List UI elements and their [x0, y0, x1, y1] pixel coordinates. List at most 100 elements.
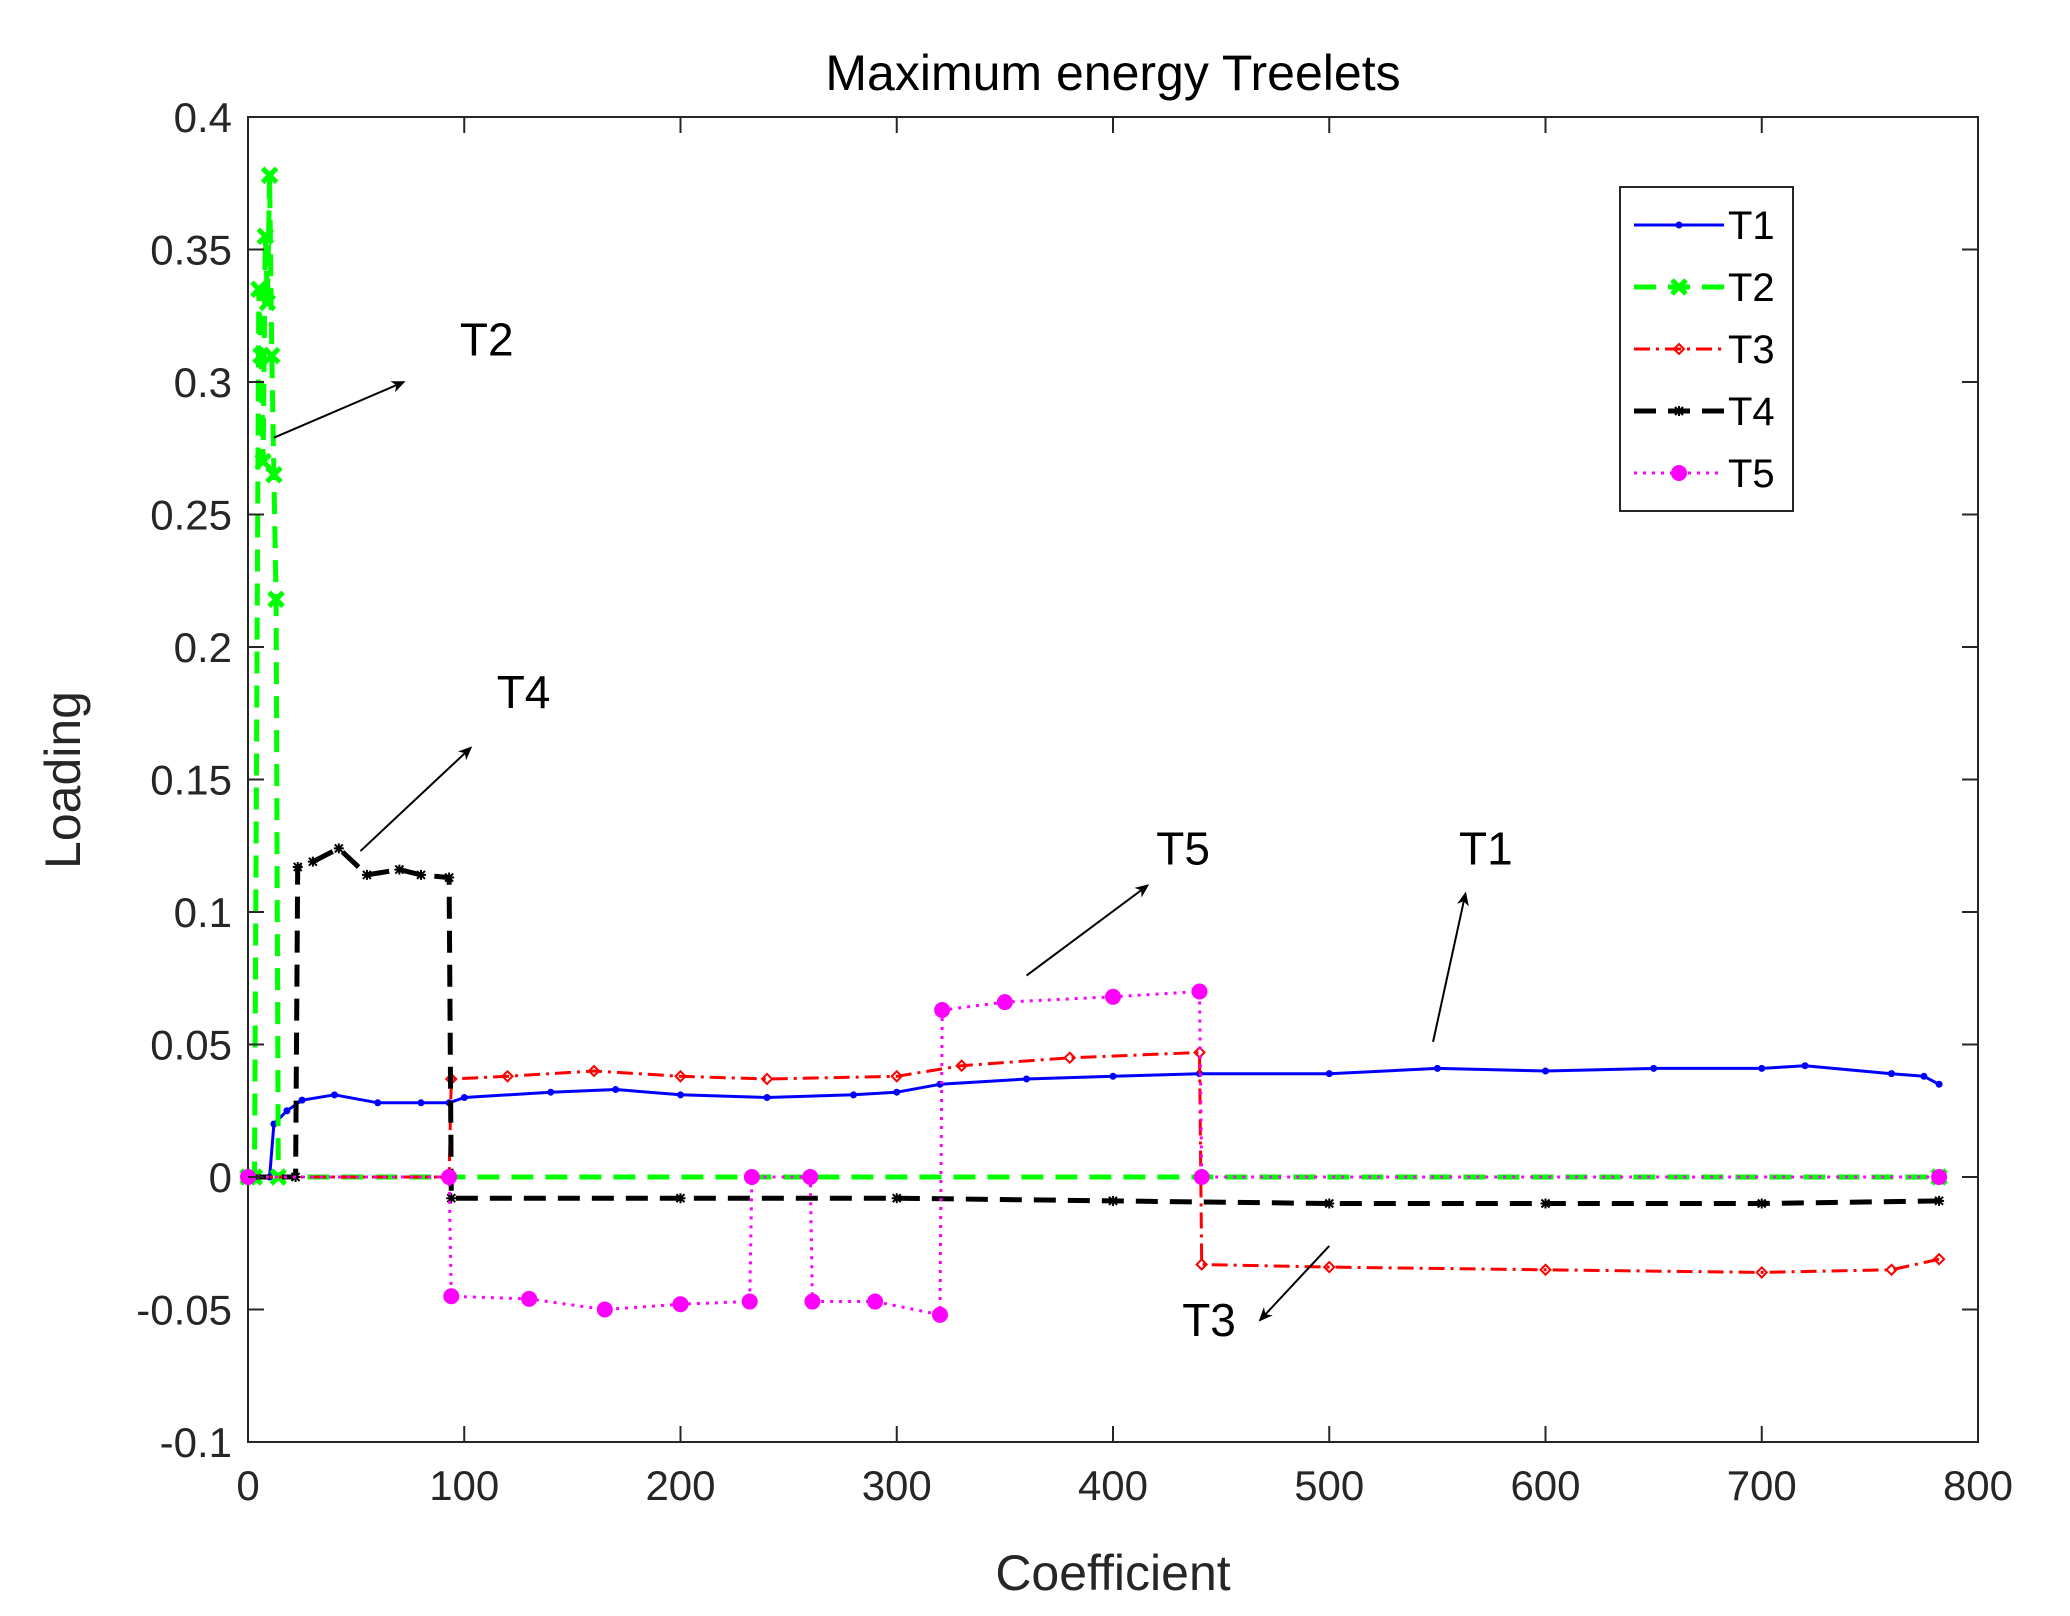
data-point-T1 [1325, 1070, 1333, 1078]
data-point-T1 [763, 1094, 771, 1101]
y-tick-label: 0 [209, 1154, 232, 1201]
data-point-T3 [955, 1059, 969, 1073]
data-point-T5 [1931, 1169, 1948, 1185]
annotation-label: T4 [497, 666, 551, 718]
data-point-T4 [1324, 1198, 1335, 1209]
data-point-T3 [587, 1064, 601, 1078]
data-point-T2 [267, 590, 285, 609]
data-point-T3 [501, 1069, 514, 1083]
data-point-T4 [891, 1193, 902, 1204]
legend-marker [1670, 278, 1688, 296]
data-point-T1 [1801, 1062, 1809, 1070]
data-point-T4 [292, 861, 303, 872]
data-point-T4 [361, 869, 372, 880]
axes-ticks: 0 100 200 300 400 500 600 700 800 -0.1 -0.05 0 0.05 0… [136, 94, 2013, 1509]
data-point-T1 [1650, 1064, 1658, 1072]
legend-marker [1675, 221, 1683, 229]
data-point-T1 [417, 1099, 425, 1107]
annotation-arrow [273, 381, 406, 439]
legend-entry-T2: T2 [1634, 266, 1775, 310]
y-tick-label: 0.15 [150, 757, 232, 804]
data-point-T5 [1105, 988, 1121, 1005]
data-point-T1 [677, 1091, 684, 1099]
series-layer [239, 166, 1948, 1323]
data-point-T3 [1322, 1260, 1336, 1274]
series-line-T3 [248, 1051, 1940, 1274]
legend-entry-T5: T5 [1634, 452, 1775, 496]
x-tick-label: 100 [429, 1462, 499, 1509]
data-point-T2 [263, 346, 281, 365]
data-point-T5 [596, 1301, 613, 1318]
data-point-T4 [444, 872, 455, 883]
x-axis-title: Coefficient [995, 1545, 1230, 1601]
data-point-T4 [333, 843, 344, 854]
data-point-T1 [547, 1088, 555, 1096]
data-point-T4 [1756, 1198, 1767, 1209]
data-point-T3 [1885, 1263, 1898, 1277]
data-point-T5 [932, 1306, 948, 1323]
x-tick-label: 600 [1510, 1462, 1580, 1509]
data-point-T1 [1758, 1064, 1766, 1072]
legend-entry-T1: T1 [1634, 204, 1775, 248]
data-point-T2 [256, 227, 275, 246]
legend-label: T3 [1728, 328, 1775, 372]
annotations: T2 T4 T5 T1 T3 [273, 314, 1513, 1346]
data-point-T3 [674, 1069, 687, 1083]
series-T5 [240, 983, 1948, 1323]
data-point-T2 [260, 166, 279, 185]
legend-label: T5 [1728, 452, 1775, 496]
data-point-T5 [521, 1290, 538, 1307]
legend: T1 T2 T3 T4 T5 [1619, 186, 1794, 512]
data-point-T3 [1932, 1252, 1946, 1266]
annotation-arrow [359, 746, 473, 852]
y-tick-label: 0.35 [150, 227, 232, 274]
x-tick-label: 500 [1294, 1462, 1364, 1509]
data-point-T5 [443, 1288, 460, 1305]
legend-marker [1671, 465, 1687, 481]
legend-marker [1674, 406, 1684, 416]
data-point-T1 [1542, 1067, 1549, 1075]
data-point-T4 [416, 869, 426, 880]
data-point-T1 [298, 1096, 306, 1104]
data-point-T1 [283, 1107, 291, 1115]
y-tick-label: 0.2 [174, 624, 232, 671]
annotation-label: T1 [1459, 822, 1513, 874]
data-point-T3 [1539, 1263, 1552, 1277]
data-point-T5 [934, 1002, 951, 1019]
y-tick-label: 0.4 [174, 94, 232, 141]
data-point-T5 [672, 1296, 689, 1313]
data-point-T3 [890, 1069, 904, 1083]
data-point-T5 [1191, 983, 1208, 1000]
data-point-T5 [1193, 1169, 1210, 1185]
data-point-T1 [1935, 1080, 1943, 1088]
data-point-T1 [893, 1088, 901, 1096]
data-point-T5 [867, 1293, 884, 1310]
x-tick-label: 0 [236, 1462, 259, 1509]
x-tick-label: 300 [862, 1462, 932, 1509]
y-tick-label: -0.1 [160, 1419, 232, 1466]
y-tick-label: 0.1 [174, 889, 232, 936]
annotation-arrow [1432, 891, 1469, 1043]
x-tick-label: 200 [645, 1462, 715, 1509]
data-point-T5 [996, 994, 1013, 1011]
y-tick-label: 0.05 [150, 1022, 232, 1069]
data-point-T1 [850, 1091, 857, 1099]
data-point-T4 [675, 1193, 686, 1204]
data-point-T1 [460, 1094, 468, 1101]
data-point-T2 [258, 293, 277, 312]
data-point-T1 [374, 1099, 382, 1107]
data-point-T4 [1540, 1198, 1551, 1209]
data-point-T4 [307, 856, 318, 867]
data-point-T1 [612, 1086, 620, 1094]
series-T1 [244, 1062, 1943, 1181]
legend-entry-T3: T3 [1634, 328, 1775, 372]
data-point-T3 [1063, 1051, 1077, 1065]
data-point-T1 [1920, 1072, 1928, 1080]
data-point-T2 [269, 1168, 288, 1186]
data-point-T5 [441, 1169, 458, 1185]
data-point-T2 [254, 452, 272, 471]
data-point-T5 [741, 1293, 758, 1310]
y-tick-label: 0.25 [150, 492, 232, 539]
